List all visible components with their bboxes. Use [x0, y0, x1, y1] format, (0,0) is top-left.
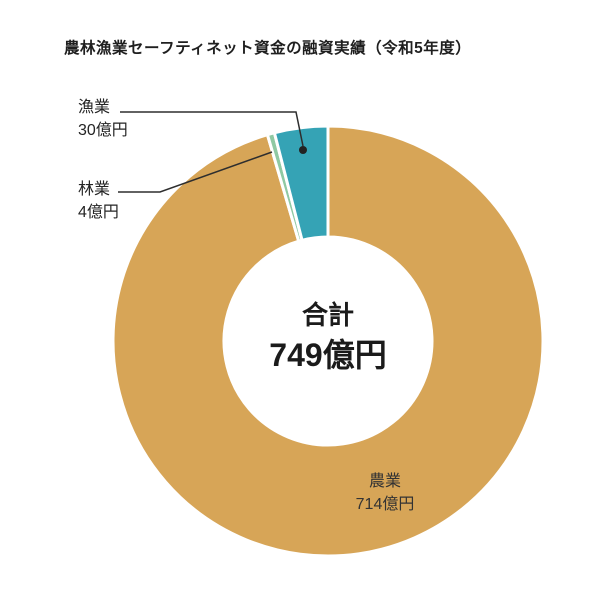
fishery-leader-line	[120, 111, 304, 147]
chart-title: 農林漁業セーフティネット資金の融資実績（令和5年度）	[64, 40, 472, 57]
forestry-label-name: 林業	[78, 181, 111, 198]
forestry-leader-line	[118, 151, 273, 193]
fishery-label: 漁業 30億円	[78, 96, 128, 142]
donut-segment-agriculture	[111, 124, 545, 558]
fishery-label-name: 漁業	[78, 99, 111, 116]
total-value: 749億円	[269, 337, 387, 374]
agriculture-label: 農業 714億円	[320, 470, 450, 516]
donut-center-total: 合計 749億円	[228, 300, 428, 377]
forestry-label-value: 4億円	[78, 204, 119, 222]
forestry-label: 林業 4億円	[78, 178, 119, 224]
total-label: 合計	[301, 300, 354, 330]
donut-segment-fishery	[272, 124, 330, 242]
agriculture-label-name: 農業	[368, 473, 401, 490]
fishery-label-value: 30億円	[78, 122, 128, 140]
fishery-leader-dot	[299, 146, 307, 154]
agriculture-label-value: 714億円	[355, 496, 415, 514]
